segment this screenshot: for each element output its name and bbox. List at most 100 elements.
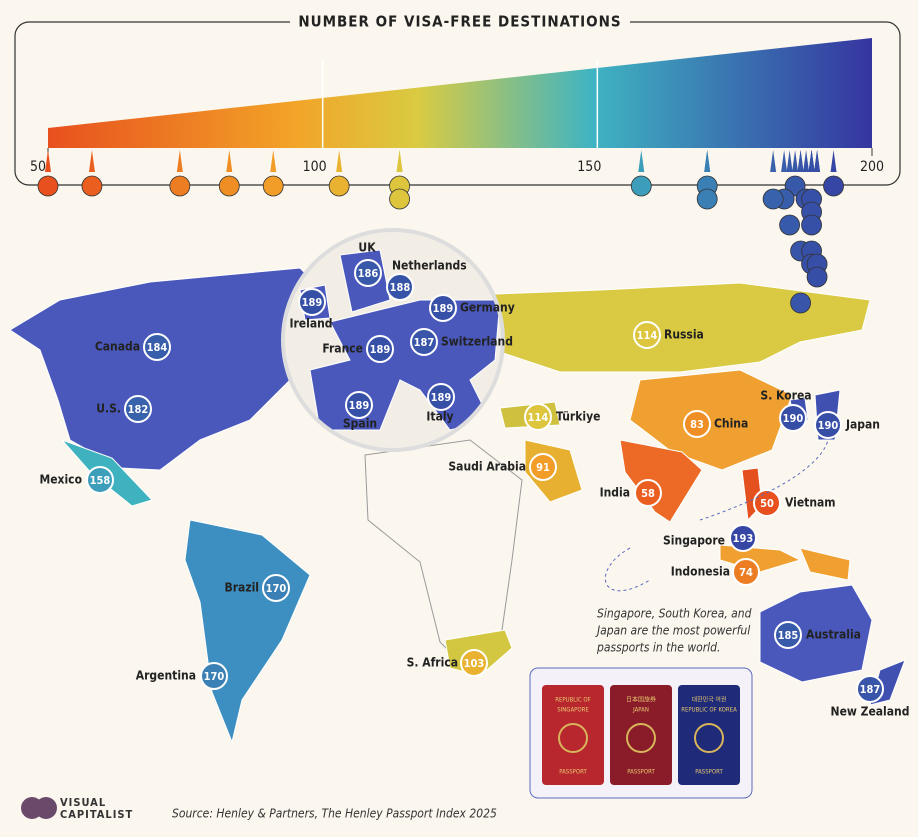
country-value: 185 (778, 629, 799, 642)
india-shape (619, 439, 703, 523)
scale-pointer (45, 150, 51, 172)
country-badge (774, 621, 802, 649)
scale-marker (218, 175, 240, 197)
scale-marker (37, 175, 59, 197)
country-label: Saudi Arabia (448, 460, 526, 474)
scale-marker (790, 292, 811, 314)
country-value: 189 (433, 302, 454, 315)
note-arrow (604, 439, 829, 592)
country-badge (753, 489, 781, 517)
scale-marker (762, 188, 784, 210)
logo-text: CAPITALIST (60, 808, 133, 821)
country-label: UK (358, 241, 376, 255)
australia-shape (759, 584, 873, 683)
passports: REPUBLIC OF SINGAPORE PASSPORT 日本国旅券 JAPAN PA… (529, 667, 753, 799)
country-label: U.S. (96, 402, 121, 416)
scale-pointer (797, 150, 804, 172)
scale-pointer (803, 150, 810, 172)
country-value: 182 (128, 403, 149, 416)
country-label: S. Africa (407, 656, 458, 670)
country-label: Canada (95, 340, 140, 354)
scale-pointer (176, 150, 183, 172)
scale-marker (779, 214, 800, 236)
country-badge (124, 395, 152, 423)
note-line: Japan are the most powerful (595, 624, 750, 638)
note-line: Singapore, South Korea, and (597, 607, 752, 621)
scale-pointer (781, 150, 788, 172)
passport-text: REPUBLIC OF (555, 697, 591, 704)
country-badge (856, 675, 884, 703)
country-label: New Zealand (831, 705, 910, 719)
country-label: Russia (664, 328, 704, 342)
scale-pointer (704, 150, 711, 172)
scale-marker (328, 175, 350, 197)
scale-marker (630, 175, 652, 197)
country-value: 188 (390, 281, 411, 294)
country-badge (427, 383, 455, 411)
passport-text: JAPAN (632, 707, 649, 714)
country-value: 58 (641, 487, 655, 500)
country-value: 158 (90, 474, 111, 487)
passport-text: REPUBLIC OF KOREA (681, 707, 737, 714)
country-label: Argentina (136, 669, 196, 683)
scale-pointer (830, 150, 837, 172)
country-badge (633, 321, 661, 349)
logo (21, 797, 57, 819)
country-label: Singapore (663, 534, 725, 548)
country-value: 190 (783, 412, 804, 425)
country-value: 74 (739, 566, 753, 579)
passport-text: PASSPORT (559, 769, 587, 776)
scale-marker (262, 175, 284, 197)
passport-text: PASSPORT (627, 769, 655, 776)
country-badge (386, 273, 414, 301)
country-badge (814, 411, 842, 439)
country-badge (366, 335, 394, 363)
passport-emblem (694, 723, 724, 753)
country-label: Spain (343, 417, 377, 431)
scale-marker (81, 175, 103, 197)
indonesia-shape (719, 544, 851, 581)
passport-text: SINGAPORE (557, 707, 589, 714)
country-badge (429, 294, 457, 322)
scale-marker (806, 266, 828, 288)
country-badge (729, 524, 757, 552)
country-value: 187 (860, 683, 881, 696)
country-value: 190 (818, 419, 839, 432)
country-label: Switzerland (441, 335, 513, 349)
country-value: 189 (349, 399, 370, 412)
country-label: Türkiye (556, 410, 600, 424)
passport (542, 685, 604, 785)
passport (610, 685, 672, 785)
country-label: Netherlands (392, 259, 467, 273)
country-badge (345, 391, 373, 419)
country-label: Italy (426, 410, 453, 424)
country-value: 91 (536, 461, 550, 474)
scale-pointer (814, 150, 821, 172)
scale-pointer (792, 150, 799, 172)
country-badge (779, 404, 807, 432)
title: NUMBER OF VISA-FREE DESTINATIONS (298, 13, 621, 31)
country-value: 103 (464, 657, 485, 670)
china-shape (629, 369, 793, 471)
country-label: France (322, 342, 363, 356)
country-badge (86, 466, 114, 494)
country-value: 114 (528, 411, 549, 424)
country-label: Mexico (39, 473, 82, 487)
country-value: 189 (302, 296, 323, 309)
country-badge (410, 328, 438, 356)
country-label: India (600, 486, 630, 500)
scale-marker (169, 175, 191, 197)
country-value: 50 (760, 497, 774, 510)
passport (678, 685, 740, 785)
scale-pointer (770, 150, 777, 172)
country-badge (460, 649, 488, 677)
country-value: 187 (414, 336, 435, 349)
note-line: passports in the world. (596, 641, 720, 655)
scale-marker (801, 214, 822, 236)
scale-tick-label: 50 (30, 159, 46, 175)
country-badge (262, 574, 290, 602)
country-value: 83 (690, 418, 704, 431)
country-value: 186 (358, 267, 379, 280)
country-badge (732, 558, 760, 586)
